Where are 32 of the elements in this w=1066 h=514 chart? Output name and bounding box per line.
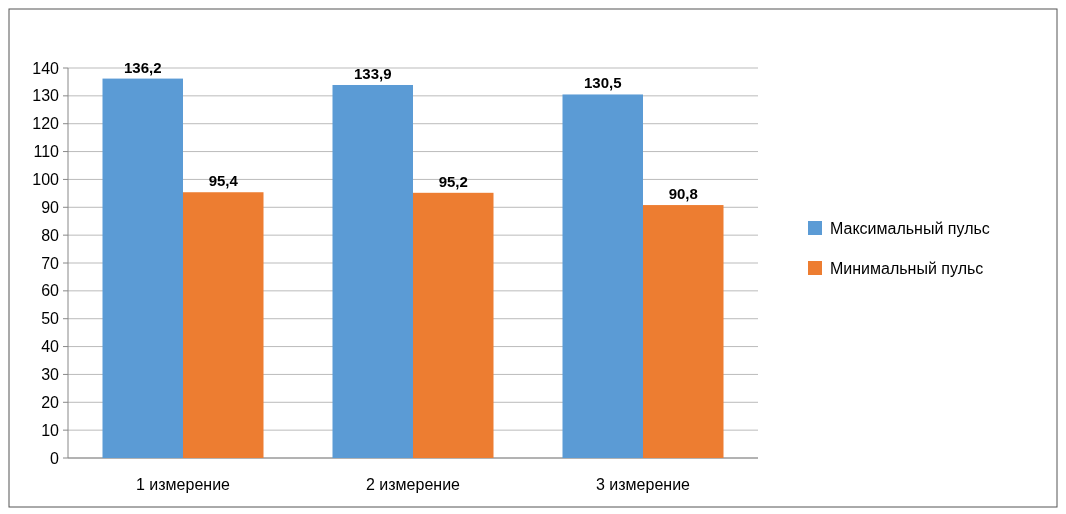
- y-tick-label: 0: [50, 449, 60, 467]
- y-tick-label: 130: [32, 87, 60, 105]
- data-label: 133,9: [353, 64, 392, 82]
- data-label: 90,8: [668, 185, 698, 203]
- y-tick-label: 30: [41, 366, 60, 384]
- data-label: 130,5: [583, 74, 622, 92]
- y-tick-label: 80: [41, 226, 60, 244]
- y-tick-label: 20: [41, 393, 60, 411]
- bar: [332, 84, 413, 458]
- x-tick-label: 1 измерение: [136, 476, 231, 493]
- x-tick-label: 3 измерение: [596, 476, 691, 493]
- y-tick-label: 110: [33, 143, 60, 161]
- data-label: 95,4: [208, 172, 239, 190]
- y-tick-label: 100: [32, 171, 60, 189]
- y-tick-label: 70: [41, 254, 60, 272]
- y-tick-label: 40: [41, 338, 60, 356]
- bar: [643, 205, 724, 458]
- bar: [562, 94, 643, 458]
- y-tick-label: 50: [41, 310, 60, 328]
- y-tick-label: 140: [32, 59, 60, 77]
- bar: [413, 192, 494, 458]
- y-tick-label: 120: [32, 115, 60, 133]
- legend-label: Минимальный пульс: [830, 259, 984, 277]
- y-tick-label: 10: [41, 421, 60, 439]
- bar: [183, 192, 264, 458]
- legend-label: Максимальный пульс: [830, 219, 990, 237]
- bar: [102, 78, 183, 458]
- data-label: 136,2: [123, 58, 162, 76]
- y-tick-label: 60: [41, 282, 60, 300]
- data-label: 95,2: [438, 172, 468, 190]
- x-tick-label: 2 измерение: [366, 476, 461, 493]
- y-tick-label: 90: [41, 198, 60, 216]
